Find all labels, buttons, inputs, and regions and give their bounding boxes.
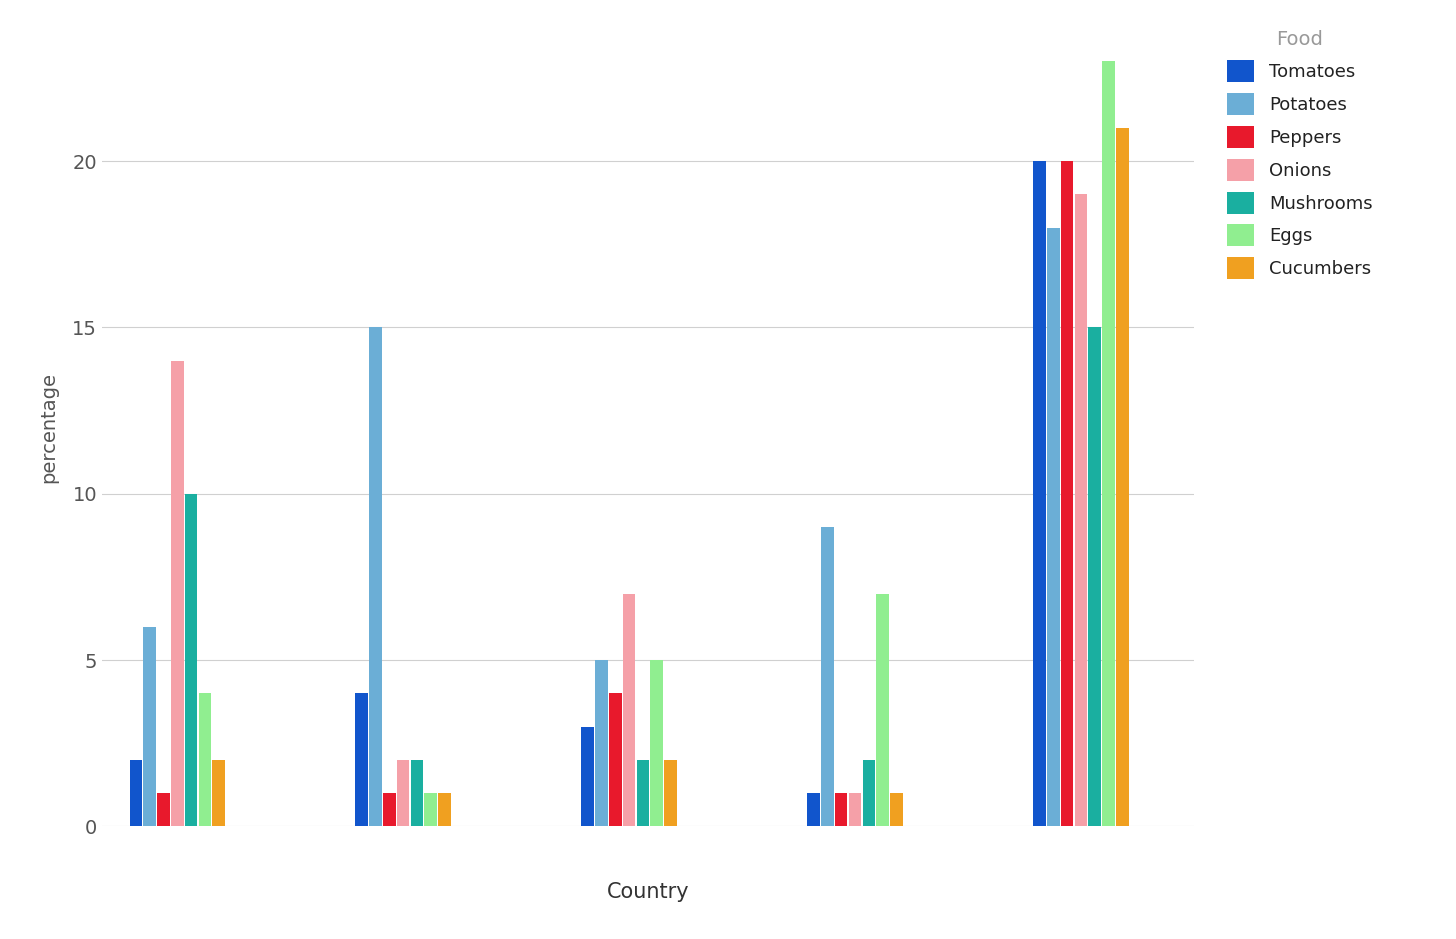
Bar: [170, 361, 183, 826]
Legend: Tomatoes, Potatoes, Peppers, Onions, Mushrooms, Eggs, Cucumbers: Tomatoes, Potatoes, Peppers, Onions, Mus…: [1219, 22, 1382, 288]
Bar: [581, 727, 594, 826]
Bar: [1102, 61, 1115, 826]
Y-axis label: percentage: percentage: [39, 372, 58, 483]
Bar: [834, 793, 847, 826]
Bar: [1061, 162, 1073, 826]
Bar: [425, 793, 437, 826]
Bar: [623, 593, 635, 826]
Bar: [890, 793, 903, 826]
Bar: [397, 760, 409, 826]
Bar: [1075, 194, 1088, 826]
Bar: [807, 793, 820, 826]
Bar: [1117, 128, 1128, 826]
Bar: [636, 760, 649, 826]
Bar: [185, 494, 198, 826]
Bar: [862, 760, 875, 826]
Bar: [198, 693, 211, 826]
Bar: [664, 760, 677, 826]
Bar: [130, 760, 143, 826]
X-axis label: Country: Country: [607, 882, 689, 901]
Bar: [383, 793, 396, 826]
Bar: [877, 593, 890, 826]
Bar: [609, 693, 622, 826]
Bar: [438, 793, 451, 826]
Bar: [370, 328, 381, 826]
Bar: [849, 793, 862, 826]
Bar: [596, 660, 607, 826]
Bar: [1034, 162, 1045, 826]
Bar: [1089, 328, 1101, 826]
Bar: [821, 527, 834, 826]
Bar: [213, 760, 224, 826]
Bar: [355, 693, 368, 826]
Bar: [411, 760, 424, 826]
Bar: [651, 660, 662, 826]
Bar: [143, 627, 156, 826]
Bar: [1047, 228, 1060, 826]
Bar: [157, 793, 170, 826]
